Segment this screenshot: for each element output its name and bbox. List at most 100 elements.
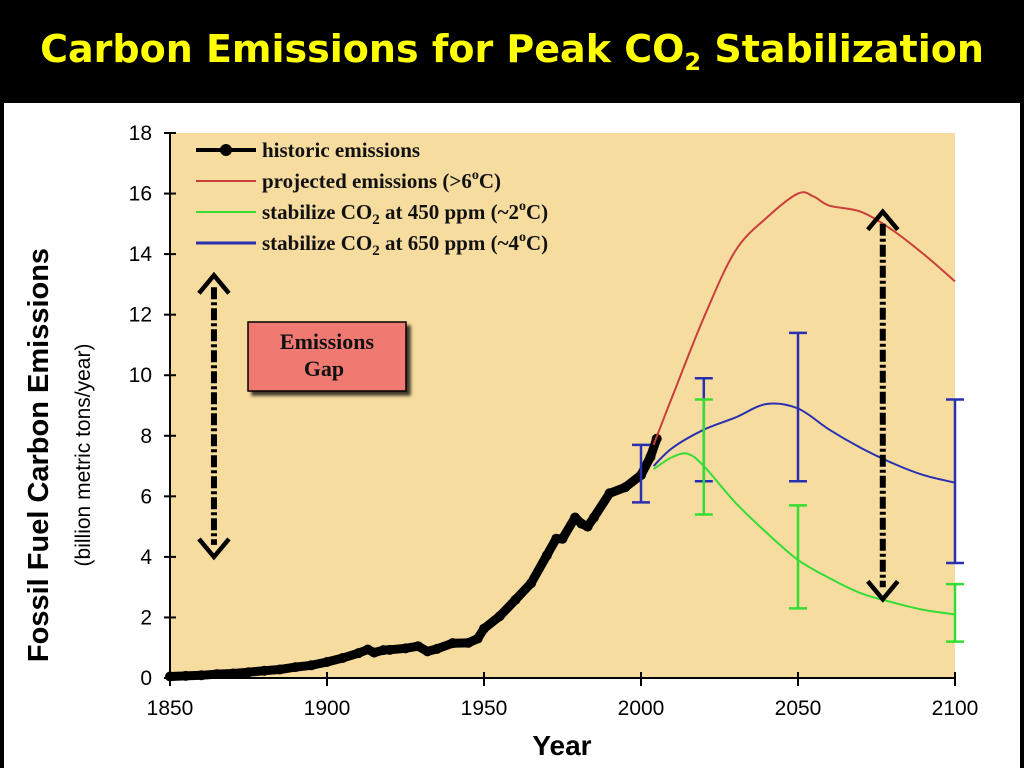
legend-label-historic: historic emissions (262, 138, 420, 162)
data-point-historic-16 (384, 644, 395, 655)
emissions-gap-annotation: Emissions Gap (247, 321, 407, 392)
data-point-historic-28 (541, 550, 552, 561)
legend-text: C) (526, 231, 548, 255)
error-bar-s450-2020 (694, 398, 713, 516)
data-point-historic-31 (570, 512, 581, 523)
data-point-historic-9 (306, 660, 317, 671)
legend: historic emissions projected emissions (>… (196, 138, 548, 259)
data-point-historic-23 (472, 633, 483, 644)
data-point-historic-1 (180, 670, 191, 681)
arrow-up-icon (866, 208, 900, 232)
y-tick-label-14: 14 (129, 243, 153, 266)
series-line-projected (652, 191, 956, 446)
legend-superscript: o (472, 168, 479, 183)
legend-text: stabilize CO (262, 200, 372, 224)
y-tick-label-10: 10 (129, 364, 152, 387)
gap-arrow-0 (197, 271, 231, 561)
data-point-historic-4 (227, 668, 238, 679)
data-point-historic-10 (322, 656, 332, 667)
legend-item-s650: stabilize CO2 at 650 ppm (~4oC) (196, 230, 548, 259)
y-tick-label-2: 2 (140, 606, 152, 629)
data-point-historic-14 (369, 647, 380, 658)
y-tick-label-8: 8 (140, 425, 152, 448)
data-point-historic-34 (588, 512, 599, 523)
legend-marker-historic (220, 144, 232, 156)
arrow-down-icon (866, 579, 900, 603)
legend-item-historic: historic emissions (196, 138, 420, 162)
data-point-historic-24 (479, 623, 489, 634)
data-point-historic-26 (510, 594, 521, 605)
x-tick-label-1950: 1950 (461, 697, 508, 720)
y-tick-label-4: 4 (140, 546, 152, 569)
slide-title: Carbon Emissions for Peak CO2 Stabilizat… (40, 27, 984, 76)
title-subscript: 2 (684, 48, 702, 76)
data-point-historic-27 (526, 578, 537, 589)
data-point-historic-25 (494, 611, 505, 622)
data-point-historic-19 (422, 646, 433, 657)
y-tick-label-18: 18 (129, 122, 152, 145)
legend-text: historic emissions (262, 138, 420, 162)
legend-label-s450: stabilize CO2 at 450 ppm (~2oC) (262, 199, 548, 228)
axes-layer: 0 2 4 6 8 10 12 14 16 18 1850 1900 1950 2000 2050 2100 (129, 122, 979, 720)
legend-text: stabilize CO (262, 231, 372, 255)
legend-label-projected: projected emissions (>6oC) (262, 168, 501, 193)
emissions-gap-line2: Gap (304, 356, 344, 381)
legend-text: C) (526, 200, 548, 224)
data-point-historic-22 (463, 637, 474, 648)
data-point-historic-21 (447, 638, 458, 649)
arrow-down-icon (197, 537, 231, 561)
data-point-historic-17 (400, 643, 411, 654)
error-bar-s450-2050 (789, 504, 807, 610)
emissions-gap-box (247, 321, 407, 392)
error-bar-s650-2050 (789, 331, 807, 483)
data-point-historic-5 (243, 667, 254, 678)
data-point-historic-3 (212, 669, 223, 680)
data-point-historic-20 (431, 643, 442, 654)
series-layer (165, 191, 956, 682)
x-axis-title: Year (532, 730, 591, 761)
legend-label-s650: stabilize CO2 at 650 ppm (~4oC) (262, 230, 548, 259)
error-bar-s650-2000 (632, 443, 650, 504)
x-tick-label-2000: 2000 (618, 697, 665, 720)
data-point-historic-11 (337, 653, 348, 664)
y-tick-label-16: 16 (129, 183, 152, 206)
x-tick-label-1900: 1900 (304, 697, 351, 720)
y-axis-title: Fossil Fuel Carbon Emissions (23, 248, 55, 662)
legend-text: at 650 ppm (~4 (380, 231, 520, 255)
y-axis-subtitle: (billion metric tons/year) (72, 344, 95, 567)
gap-arrow-1 (866, 208, 900, 603)
chart-panel: 0 2 4 6 8 10 12 14 16 18 1850 1900 1950 2000 2050 2100 … (4, 103, 1020, 768)
error-bar-layer (632, 331, 964, 643)
x-tick-label-2050: 2050 (775, 697, 822, 720)
arrow-up-icon (197, 271, 231, 295)
data-point-historic-7 (274, 664, 285, 675)
data-point-historic-18 (413, 641, 424, 652)
legend-item-projected: projected emissions (>6oC) (196, 168, 501, 193)
legend-text: projected emissions (>6 (262, 169, 472, 193)
legend-superscript: o (519, 199, 526, 214)
data-point-historic-12 (353, 648, 364, 659)
legend-item-s450: stabilize CO2 at 450 ppm (~2oC) (196, 199, 548, 228)
gap-arrow-layer (197, 208, 900, 603)
data-point-historic-8 (290, 662, 301, 673)
x-tick-label-2100: 2100 (932, 697, 979, 720)
legend-subscript: 2 (372, 243, 380, 259)
error-bar-s450-2100 (946, 582, 964, 643)
legend-superscript: o (519, 230, 526, 245)
data-point-historic-35 (604, 488, 615, 499)
emissions-gap-line1: Emissions (280, 329, 375, 354)
data-point-historic-38 (645, 451, 656, 462)
title-suffix: Stabilization (701, 27, 984, 71)
title-prefix: Carbon Emissions for Peak CO (40, 27, 685, 71)
legend-subscript: 2 (372, 212, 380, 228)
data-point-historic-6 (259, 665, 270, 676)
y-tick-label-12: 12 (129, 304, 152, 327)
legend-text: at 450 ppm (~2 (380, 200, 519, 224)
y-tick-label-0: 0 (140, 667, 152, 690)
error-bar-s650-2100 (946, 398, 964, 565)
y-tick-label-6: 6 (140, 485, 152, 508)
plot-background (170, 133, 955, 678)
data-point-historic-30 (557, 533, 568, 544)
